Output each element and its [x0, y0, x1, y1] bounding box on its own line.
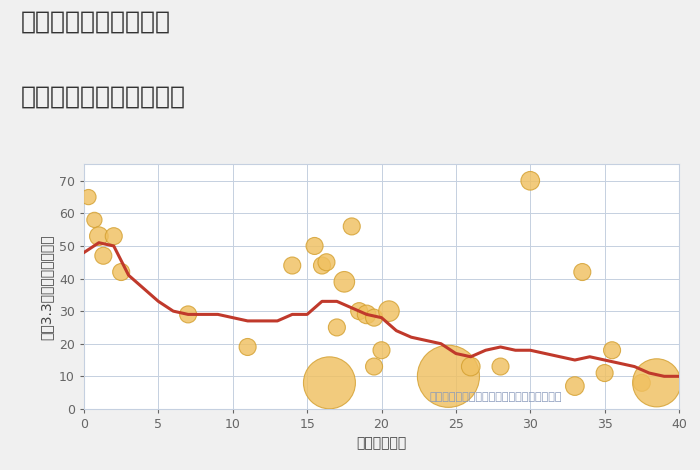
Point: [525, 177, 536, 185]
Point: [93, 233, 104, 240]
Point: [316, 262, 328, 269]
Point: [89, 216, 100, 224]
Point: [321, 258, 332, 266]
Point: [339, 278, 350, 286]
Point: [346, 223, 357, 230]
Point: [98, 252, 109, 259]
Point: [183, 311, 194, 318]
Point: [108, 233, 119, 240]
Point: [368, 314, 379, 321]
Text: 円の大きさは、取引のあった物件面積を示す: 円の大きさは、取引のあった物件面積を示す: [429, 392, 561, 401]
Point: [651, 379, 662, 387]
Point: [636, 379, 648, 387]
Text: 岐阜県本巣市木知原の: 岐阜県本巣市木知原の: [21, 9, 171, 33]
Point: [368, 363, 379, 370]
Text: 築年数別中古戸建て価格: 築年数別中古戸建て価格: [21, 85, 186, 109]
Point: [309, 242, 320, 250]
Point: [376, 346, 387, 354]
Point: [242, 343, 253, 351]
Point: [606, 346, 617, 354]
Point: [599, 369, 610, 377]
Point: [116, 268, 127, 276]
Point: [354, 307, 365, 315]
Point: [83, 193, 94, 201]
Point: [465, 363, 476, 370]
Point: [287, 262, 298, 269]
X-axis label: 築年数（年）: 築年数（年）: [356, 437, 407, 450]
Point: [384, 307, 395, 315]
Point: [443, 373, 454, 380]
Point: [577, 268, 588, 276]
Point: [569, 382, 580, 390]
Point: [495, 363, 506, 370]
Point: [324, 379, 335, 387]
Y-axis label: 坪（3.3㎡）単価（万円）: 坪（3.3㎡）単価（万円）: [39, 234, 53, 339]
Point: [331, 324, 342, 331]
Point: [361, 311, 372, 318]
